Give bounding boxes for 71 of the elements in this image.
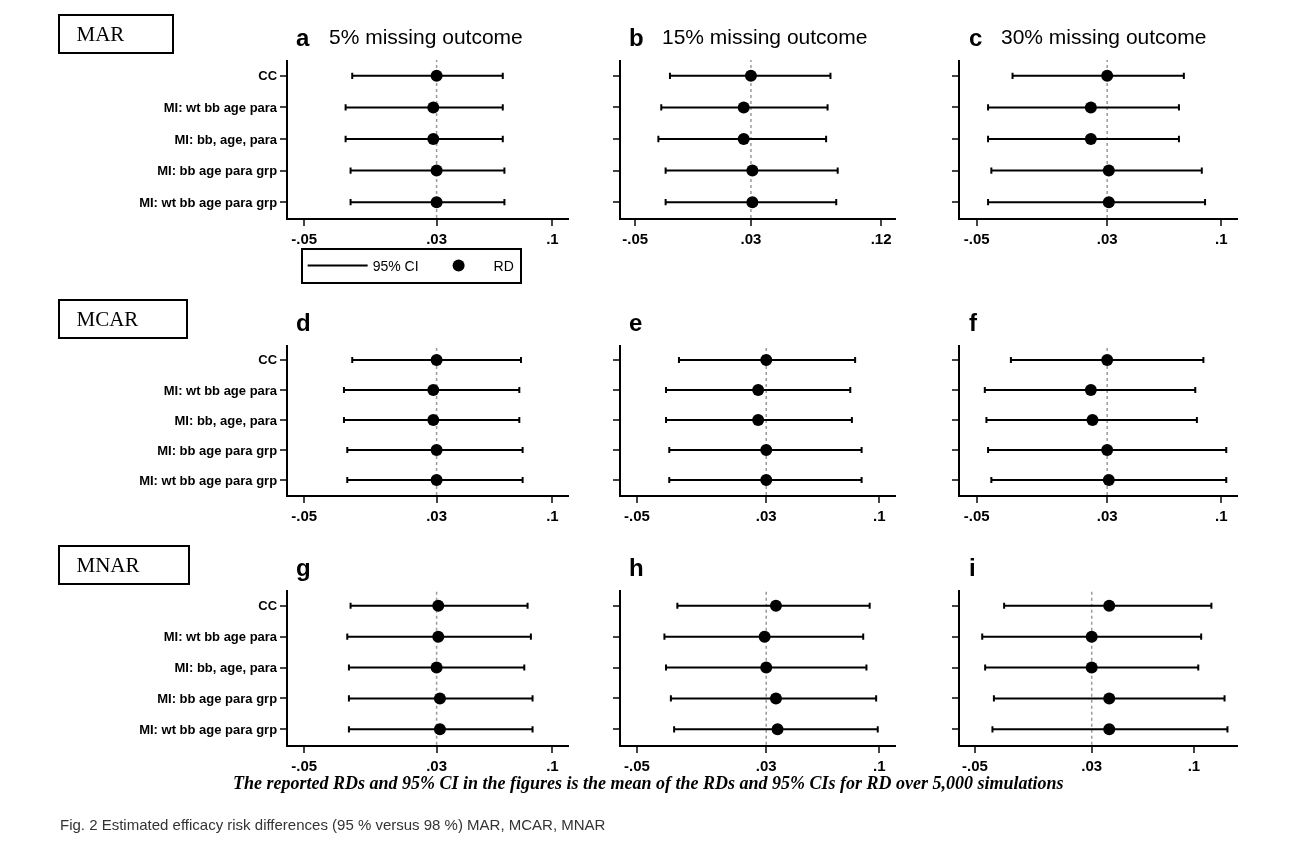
- text: MAR: [66, 22, 167, 46]
- x-tick-label: .1: [873, 756, 886, 774]
- point: [1101, 353, 1114, 366]
- x-tick-label: .03: [426, 507, 448, 525]
- y-tick-label: CC: [258, 68, 278, 84]
- x-tick-label: -.05: [962, 756, 988, 774]
- y-tick-label: CC: [258, 352, 278, 368]
- x-tick-label: -.05: [291, 756, 318, 774]
- x-tick-label: .1: [1187, 756, 1201, 774]
- x-tick-label: -.05: [963, 507, 990, 525]
- x-tick-label: .03: [426, 229, 448, 247]
- point: [769, 692, 782, 705]
- x-tick-label: .03: [740, 229, 762, 247]
- x-tick-label: .1: [1215, 229, 1228, 247]
- text: g: [296, 554, 311, 581]
- y-tick-label: MI: bb, age, para: [174, 412, 278, 428]
- y-tick-label: MI: wt bb age para grp: [139, 472, 278, 488]
- text: b: [629, 24, 644, 51]
- x-tick-label: .03: [426, 756, 448, 774]
- text: The reported RDs and 95% CI in the figures is the mean of the RDs and 95% CIs for RD over 5,000 simulations: [233, 773, 1064, 793]
- text: d: [296, 309, 311, 336]
- caption: Fig. 2 Estimated efficacy risk differences (95 % versus 98 %) MAR, MCAR, MNAR: [60, 816, 606, 833]
- chart-title: 5% missing outcome: [329, 25, 523, 48]
- x-tick-label: .03: [755, 756, 777, 774]
- x-tick-label: -.05: [624, 507, 650, 525]
- y-tick-label: MI: bb, age, para: [174, 660, 278, 676]
- x-tick-label: -.05: [622, 229, 649, 247]
- text: i: [969, 554, 976, 581]
- point: [758, 630, 771, 643]
- x-tick-label: -.05: [963, 229, 990, 247]
- x-tick-label: .03: [1081, 756, 1103, 774]
- x-tick-label: .03: [1096, 507, 1118, 525]
- x-tick-label: .12: [870, 229, 892, 247]
- text: MNAR: [66, 553, 182, 577]
- text: e: [629, 309, 643, 336]
- text: c: [969, 24, 983, 51]
- x-tick-label: .03: [1096, 229, 1118, 247]
- x-tick-label: .1: [1215, 507, 1228, 525]
- y-tick-label: MI: wt bb age para: [163, 382, 278, 398]
- point: [1084, 383, 1097, 396]
- x-tick-label: .03: [755, 507, 777, 525]
- point: [1086, 413, 1099, 426]
- text: h: [629, 554, 644, 581]
- y-tick-label: MI: wt bb age para: [163, 99, 278, 115]
- point: [771, 723, 784, 736]
- y-tick-label: MI: bb age para grp: [157, 442, 278, 458]
- legend-title: 95% CI: [372, 258, 419, 275]
- point: [760, 661, 773, 674]
- x-tick-label: .1: [873, 507, 886, 525]
- chart-title: 30% missing outcome: [1001, 25, 1207, 48]
- x-tick-label: .1: [546, 229, 559, 247]
- y-tick-label: MI: bb, age, para: [174, 131, 278, 147]
- y-tick-label: CC: [258, 598, 278, 614]
- y-tick-label: MI: wt bb age para grp: [139, 721, 278, 737]
- y-tick-label: MI: wt bb age para grp: [139, 194, 278, 210]
- chart-title: 15% missing outcome: [662, 25, 868, 48]
- x-tick-label: .1: [546, 507, 559, 525]
- point: [1102, 474, 1115, 487]
- y-tick-label: MI: bb age para grp: [157, 690, 278, 706]
- text: MCAR: [66, 307, 181, 331]
- text: f: [969, 309, 978, 336]
- x-tick-label: -.05: [291, 507, 318, 525]
- text: a: [296, 24, 310, 51]
- point: [1101, 444, 1114, 457]
- point: [769, 599, 782, 612]
- legend-label: RD: [493, 258, 514, 275]
- x-tick-label: -.05: [624, 756, 650, 774]
- x-tick-label: .1: [546, 756, 559, 774]
- x-tick-label: -.05: [291, 229, 318, 247]
- y-tick-label: MI: bb age para grp: [157, 163, 278, 179]
- y-tick-label: MI: wt bb age para: [163, 629, 278, 645]
